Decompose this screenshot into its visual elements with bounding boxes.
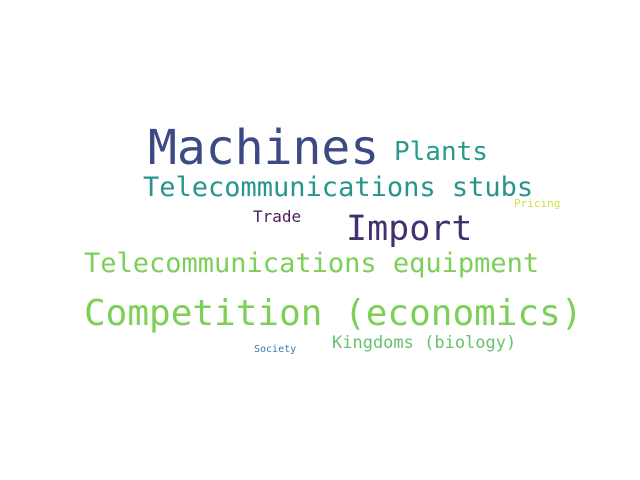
word-trade: Trade (253, 207, 302, 226)
word-telecommunications-stubs: Telecommunications stubs (143, 172, 534, 203)
word-plants: Plants (394, 137, 488, 167)
word-pricing: Pricing (514, 197, 561, 210)
word-competition-economics: Competition (economics) (84, 293, 583, 334)
word-import: Import (346, 209, 473, 249)
word-society: Society (254, 344, 297, 355)
word-machines: Machines (148, 120, 380, 176)
word-kingdoms-biology: Kingdoms (biology) (332, 333, 517, 353)
word-telecommunications-equipment: Telecommunications equipment (84, 248, 540, 279)
